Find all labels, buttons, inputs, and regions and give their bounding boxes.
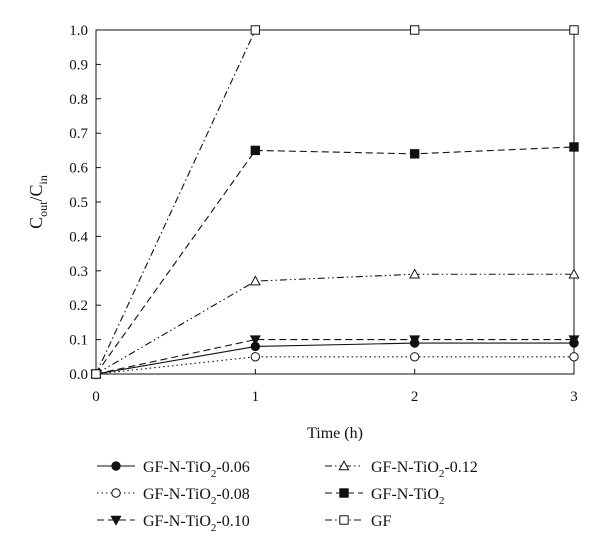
y-tick-label: 1.0 bbox=[69, 23, 88, 39]
y-tick-label: 0.8 bbox=[69, 92, 88, 108]
open-square-marker bbox=[409, 25, 420, 35]
legend-label-tail: -0.06 bbox=[216, 459, 249, 476]
legend-label-main: GF-N-TiO bbox=[143, 513, 211, 530]
filled-square-marker bbox=[409, 149, 420, 159]
legend-item: GF-N-TiO2-0.10 bbox=[97, 513, 250, 534]
open-circle-marker bbox=[569, 352, 579, 362]
x-tick-label: 3 bbox=[570, 389, 578, 405]
y-tick-label: 0.2 bbox=[69, 298, 88, 314]
legend-label-main: GF-N-TiO bbox=[143, 486, 211, 503]
legend-label-sub: 2 bbox=[439, 468, 445, 480]
legend-label-tail: -0.10 bbox=[216, 513, 249, 530]
series-layer bbox=[90, 25, 580, 380]
legend-label-sub: 2 bbox=[211, 522, 217, 534]
y-tick-label: 0.7 bbox=[69, 126, 88, 142]
filled-triangle-down-marker bbox=[568, 335, 580, 346]
series-line bbox=[95, 339, 574, 375]
y-axis-label-sub1: out bbox=[36, 201, 50, 217]
open-circle-marker bbox=[409, 352, 420, 362]
open-triangle-up-marker bbox=[409, 268, 421, 279]
legend-item: GF-N-TiO2-0.12 bbox=[325, 459, 478, 480]
filled-triangle-down-marker bbox=[409, 335, 421, 346]
plot-frame bbox=[95, 29, 575, 375]
legend-label-main: GF-N-TiO bbox=[371, 459, 439, 476]
filled-square-marker bbox=[250, 145, 261, 156]
series-line bbox=[95, 273, 574, 375]
y-axis-label-base: C bbox=[26, 217, 46, 229]
series-5 bbox=[91, 25, 579, 379]
legend-label-sub: 2 bbox=[439, 495, 445, 507]
filled-square-marker bbox=[569, 142, 579, 152]
series-line bbox=[95, 146, 575, 375]
y-tick-label: 0.6 bbox=[69, 161, 88, 177]
legend-label: GF-N-TiO2 bbox=[371, 486, 444, 507]
filled-triangle-down-marker bbox=[249, 335, 261, 346]
legend-label: GF-N-TiO2-0.08 bbox=[143, 486, 250, 507]
legend-label-main: GF-N-TiO bbox=[371, 486, 439, 503]
legend-item: GF-N-TiO2 bbox=[325, 486, 444, 507]
legend: GF-N-TiO2-0.06GF-N-TiO2-0.08GF-N-TiO2-0.… bbox=[97, 459, 478, 534]
series-3 bbox=[90, 268, 580, 379]
legend-item: GF-N-TiO2-0.08 bbox=[97, 486, 250, 507]
y-tick-label: 0.0 bbox=[69, 367, 88, 383]
x-tick-label: 1 bbox=[252, 389, 260, 405]
x-axis-label: Time (h) bbox=[307, 425, 363, 442]
legend-label-main: GF bbox=[371, 513, 392, 530]
y-tick-label: 0.5 bbox=[69, 195, 88, 211]
legend-label-main: GF-N-TiO bbox=[143, 459, 211, 476]
open-square-marker bbox=[250, 25, 261, 35]
y-tick-label: 0.9 bbox=[69, 57, 88, 73]
open-circle-marker bbox=[250, 352, 261, 362]
open-triangle-up-marker bbox=[249, 275, 261, 286]
legend-label: GF-N-TiO2-0.12 bbox=[371, 459, 478, 480]
legend-label-sub: 2 bbox=[211, 468, 217, 480]
series-line bbox=[95, 356, 574, 375]
y-axis-label-sub2: in bbox=[36, 175, 50, 184]
series-0 bbox=[91, 338, 579, 379]
axes: 0.0 0.1 0.2 0.3 0.4 0.5 0.6 0.7 0.8 0.9 1.0 0 1 2 3 Tim… bbox=[26, 23, 578, 442]
y-tick-label: 0.3 bbox=[69, 264, 88, 280]
y-axis-label-sep: /C bbox=[26, 184, 46, 201]
filled-circle-marker bbox=[111, 461, 121, 471]
x-tick-label: 2 bbox=[411, 389, 419, 405]
legend-label: GF bbox=[371, 513, 392, 530]
legend-label-tail: -0.08 bbox=[216, 486, 249, 503]
legend-label-sub: 2 bbox=[211, 495, 217, 507]
open-triangle-up-marker bbox=[568, 268, 580, 279]
legend-label: GF-N-TiO2-0.06 bbox=[143, 459, 250, 480]
filled-triangle-down-marker bbox=[110, 515, 122, 526]
open-square-marker bbox=[339, 515, 349, 525]
open-triangle-up-marker bbox=[338, 460, 350, 471]
series-line bbox=[95, 29, 574, 375]
legend-label-tail: -0.12 bbox=[444, 459, 477, 476]
legend-label: GF-N-TiO2-0.10 bbox=[143, 513, 250, 534]
x-tick-label: 0 bbox=[92, 389, 100, 405]
y-axis-label: Cout/Cin bbox=[26, 175, 50, 229]
legend-item: GF bbox=[325, 513, 392, 530]
y-tick-label: 0.4 bbox=[69, 229, 88, 245]
open-circle-marker bbox=[111, 488, 121, 498]
filled-square-marker bbox=[339, 488, 349, 498]
series-line bbox=[95, 342, 574, 375]
open-square-marker bbox=[569, 25, 579, 35]
legend-item: GF-N-TiO2-0.06 bbox=[97, 459, 250, 480]
y-tick-label: 0.1 bbox=[69, 333, 88, 349]
open-square-marker bbox=[91, 369, 101, 379]
